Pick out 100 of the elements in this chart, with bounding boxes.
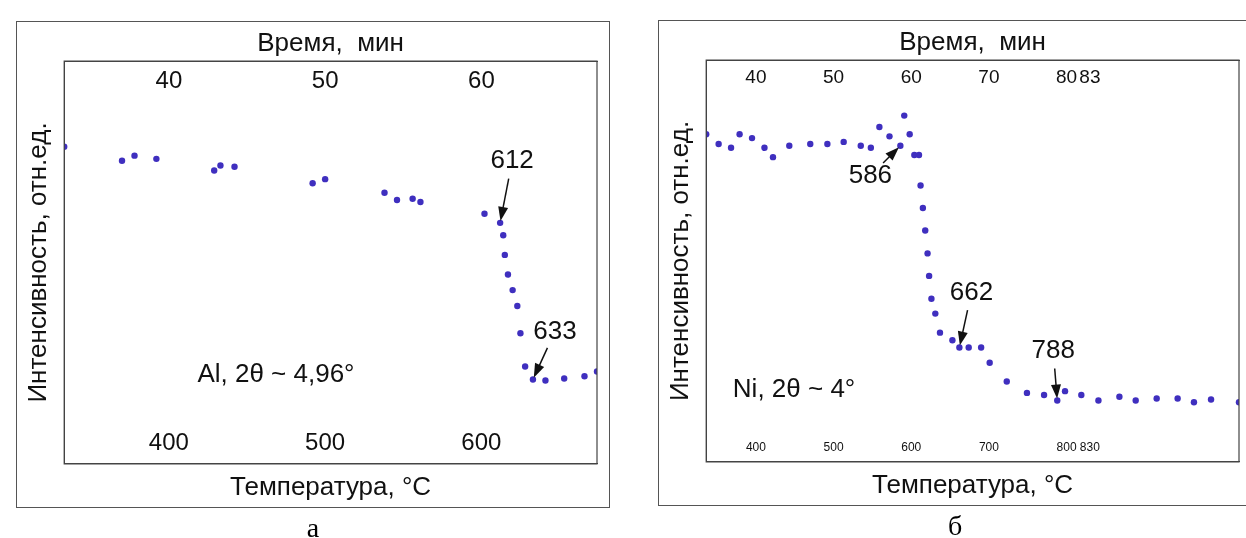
annotation: 633 — [533, 314, 577, 345]
point — [529, 376, 537, 383]
point — [736, 131, 743, 138]
x-axis-title: Температура, °C — [230, 470, 432, 501]
point — [876, 123, 883, 131]
point — [504, 271, 512, 278]
x-tick-label: 830 — [1079, 440, 1101, 455]
point — [1132, 397, 1139, 404]
point — [501, 251, 509, 259]
point — [1174, 395, 1181, 402]
x-tick-label: 500 — [305, 428, 346, 456]
point — [500, 232, 507, 239]
point — [118, 157, 126, 164]
point — [542, 377, 549, 384]
point — [936, 329, 944, 336]
x2-axis-title: Время, мин — [899, 25, 1046, 56]
point — [409, 195, 416, 202]
point — [211, 167, 218, 174]
point — [514, 302, 521, 310]
point — [560, 375, 568, 382]
point — [1023, 389, 1031, 397]
y-axis-title: Интенсивность, отн.ед. — [21, 122, 52, 403]
annotation: Al, 2θ ~ 4,96° — [197, 358, 355, 389]
point — [581, 373, 588, 380]
point — [748, 134, 756, 142]
point — [824, 140, 831, 148]
point — [901, 112, 908, 119]
point — [509, 286, 516, 294]
annotation: 612 — [490, 144, 534, 175]
point — [919, 204, 927, 212]
text: а — [305, 512, 321, 538]
x2-tick-label: 83 — [1079, 65, 1101, 87]
point — [715, 140, 722, 148]
x2-tick-label: 40 — [745, 65, 767, 87]
point — [131, 152, 138, 159]
x-tick-label: 400 — [148, 428, 189, 456]
point — [231, 163, 238, 170]
point — [217, 162, 224, 169]
point — [786, 142, 793, 149]
point — [924, 250, 931, 257]
x2-tick-label: 50 — [823, 65, 845, 87]
x2-axis-title: Время, мин — [257, 26, 404, 57]
x2-tick-label: 80 — [1056, 65, 1078, 87]
annotation: 788 — [1031, 333, 1075, 364]
annotation: 586 — [848, 158, 893, 189]
point — [761, 144, 768, 151]
point — [932, 310, 939, 317]
y-axis-title: Интенсивность, отн.ед. — [663, 120, 694, 402]
point — [965, 344, 972, 351]
point — [417, 198, 424, 206]
x-tick-label: 600 — [901, 440, 922, 455]
x-tick-label: 400 — [745, 440, 767, 455]
point — [886, 133, 893, 140]
point — [949, 337, 956, 344]
point — [840, 138, 847, 146]
x-tick-label: 800 — [1056, 440, 1077, 455]
point — [922, 227, 929, 234]
point — [906, 131, 913, 138]
point — [857, 142, 864, 149]
point — [1153, 395, 1160, 402]
point — [1116, 393, 1123, 400]
point — [321, 175, 329, 183]
point — [1061, 387, 1069, 395]
point — [867, 144, 875, 151]
x-tick-label: 600 — [461, 428, 502, 456]
point — [1095, 397, 1102, 404]
point — [807, 140, 814, 148]
point — [393, 196, 401, 204]
point — [1040, 391, 1048, 399]
x2-tick-label: 50 — [311, 65, 339, 93]
point — [928, 295, 935, 302]
point — [986, 359, 993, 366]
annotation: Ni, 2θ ~ 4° — [732, 372, 856, 403]
point — [915, 151, 923, 159]
point — [1003, 378, 1010, 385]
point — [1078, 391, 1085, 399]
x2-tick-label: 60 — [468, 65, 495, 93]
point — [1054, 397, 1061, 404]
point — [956, 344, 963, 351]
annotation: 662 — [949, 275, 994, 306]
point — [481, 210, 488, 217]
x-axis-title: Температура, °C — [872, 468, 1074, 499]
point — [381, 189, 388, 196]
text: б — [946, 510, 964, 538]
point — [309, 180, 316, 187]
point — [769, 153, 777, 161]
point — [925, 272, 933, 280]
point — [917, 182, 924, 189]
point — [977, 344, 985, 351]
point — [727, 144, 735, 151]
x2-tick-label: 40 — [155, 65, 183, 93]
x-tick-label: 500 — [823, 440, 844, 455]
point — [1207, 396, 1215, 403]
point — [1190, 399, 1198, 406]
x2-tick-label: 70 — [978, 65, 1000, 87]
point — [517, 329, 524, 337]
x2-tick-label: 60 — [900, 65, 922, 87]
point — [521, 363, 529, 370]
point — [897, 142, 904, 149]
point — [153, 155, 160, 163]
